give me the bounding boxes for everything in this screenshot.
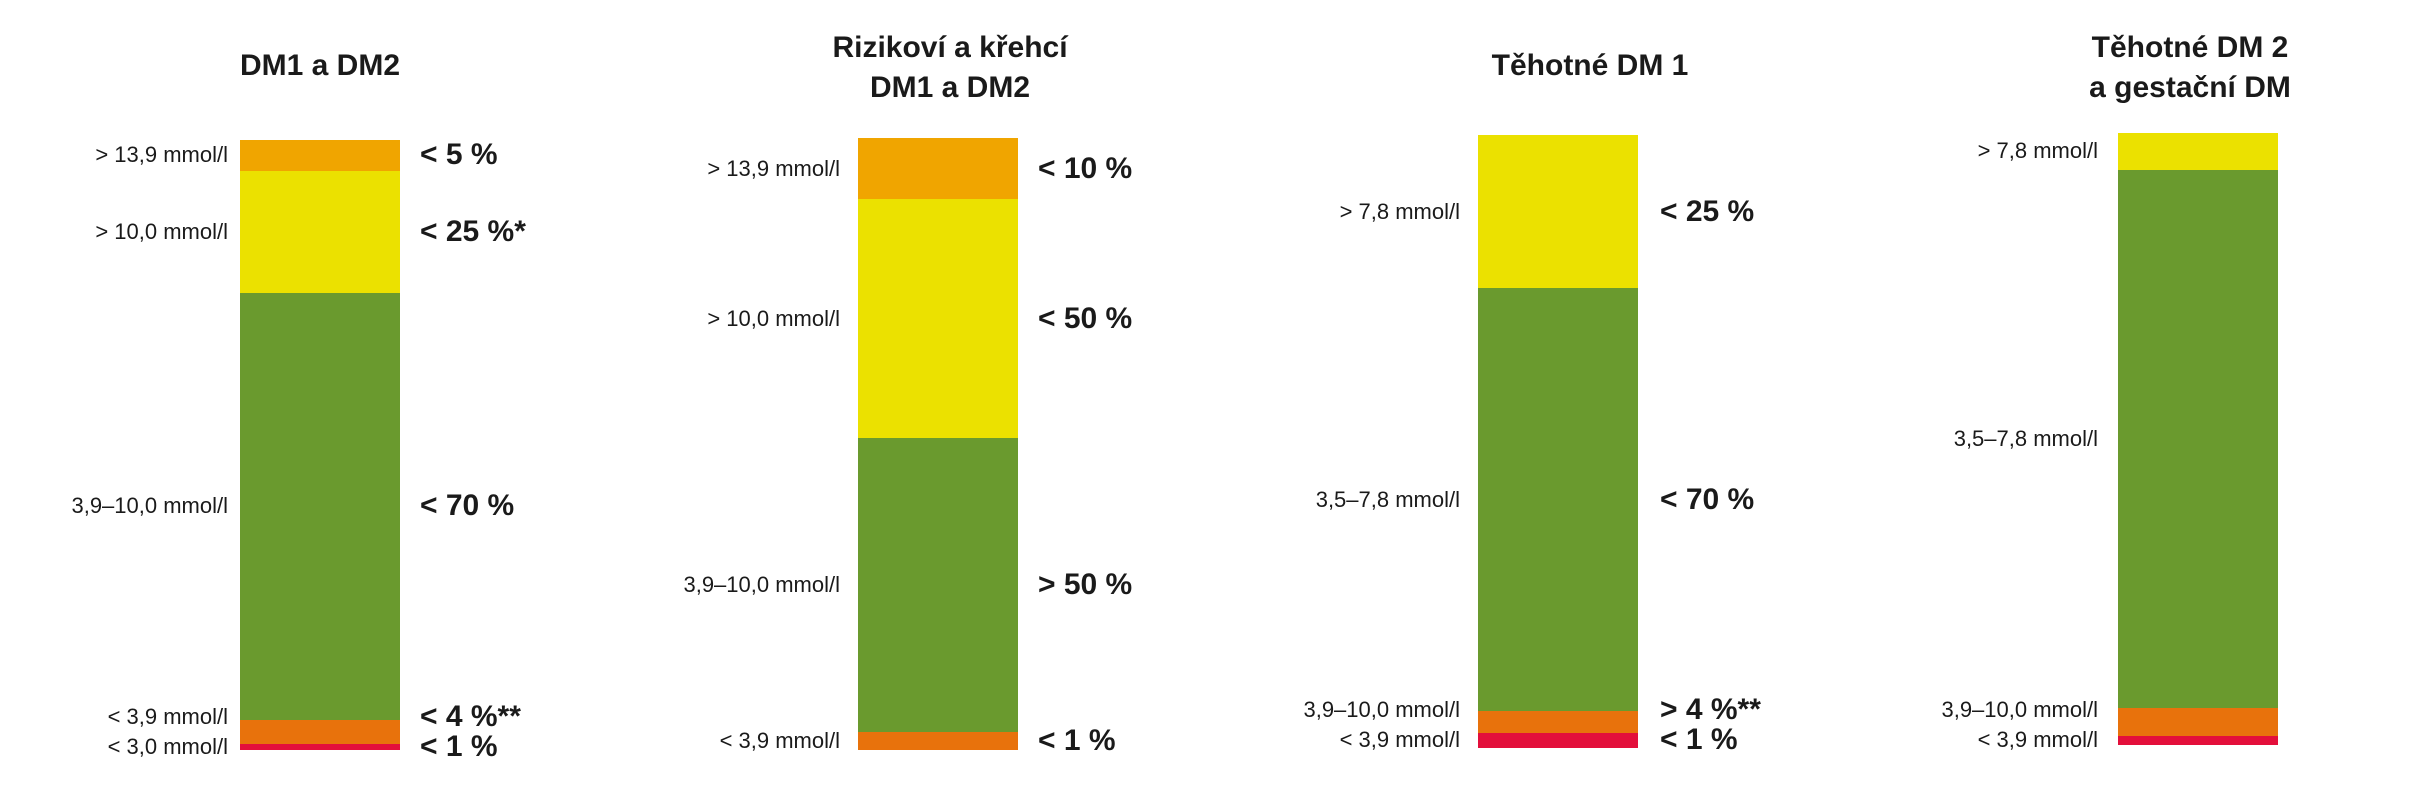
bar-segment-high (240, 170, 400, 293)
bar-segment-low (1478, 711, 1638, 733)
range-label: 3,9–10,0 mmol/l (1303, 697, 1460, 723)
range-label: 3,9–10,0 mmol/l (683, 571, 840, 597)
bar-segment-high (2118, 133, 2278, 170)
range-label: 3,9–10,0 mmol/l (71, 493, 228, 518)
chart-panel-4: Těhotné DM 2 a gestační DM > 7,8 mmol/l 3… (1840, 0, 2413, 800)
target-label: < 10 % (1038, 151, 1133, 185)
stacked-bar (2118, 133, 2278, 745)
range-label: < 3,9 mmol/l (719, 727, 840, 753)
range-label: < 3,0 mmol/l (107, 733, 228, 759)
range-label: < 3,9 mmol/l (1339, 727, 1460, 753)
range-label: 3,9–10,0 mmol/l (1941, 697, 2098, 723)
bar-segment-high (1478, 135, 1638, 289)
target-label: < 1 % (1038, 723, 1116, 757)
range-label: > 13,9 mmol/l (95, 142, 228, 168)
chart-title: Rizikoví a křehcí DM1 a DM2 (832, 31, 1068, 104)
range-label: > 7,8 mmol/l (1339, 198, 1460, 224)
bar-segment-in-range (2118, 169, 2278, 709)
target-label: > 50 % (1038, 567, 1133, 601)
range-label: 3,5–7,8 mmol/l (1953, 426, 2098, 451)
stacked-bar (1478, 135, 1638, 748)
bar-segment-in-range (1478, 288, 1638, 712)
target-label: < 50 % (1038, 301, 1133, 335)
range-label: > 10,0 mmol/l (707, 305, 840, 331)
bar-segment-very-high (858, 138, 1018, 200)
bar-segment-low (2118, 708, 2278, 736)
bar-segment-low (240, 719, 400, 744)
chart-panel-3: Těhotné DM 1 > 7,8 mmol/l < 25 % 3,5–7,8 m… (1220, 0, 1840, 800)
chart-title: Těhotné DM 2 a gestační DM (2089, 31, 2291, 104)
target-label: < 70 % (420, 489, 515, 522)
bar-segment-in-range (240, 292, 400, 720)
range-label: < 3,9 mmol/l (107, 703, 228, 729)
bar-segment-very-low (240, 743, 400, 750)
chart-panel-1: DM1 a DM2 > 13,9 mmol/l < 5 % > 10,0 mmol/… (0, 0, 600, 800)
stacked-bar (240, 140, 400, 750)
chart-panel-2: Rizikoví a křehcí DM1 a DM2 > 13,9 mmol/… (600, 0, 1220, 800)
range-label: > 10,0 mmol/l (95, 218, 228, 244)
bar-segment-low (858, 731, 1018, 750)
target-label: < 70 % (1660, 482, 1755, 516)
target-label: < 4 %** (420, 699, 521, 733)
range-label: 3,5–7,8 mmol/l (1315, 486, 1460, 512)
bar-segment-very-high (240, 140, 400, 171)
bar-segment-very-low (1478, 732, 1638, 748)
stacked-bar (858, 138, 1018, 750)
bar-segment-in-range (858, 437, 1018, 732)
target-label: < 1 % (420, 729, 498, 763)
range-label: > 7,8 mmol/l (1977, 138, 2098, 164)
target-label: < 5 % (420, 138, 498, 172)
bar-segment-very-low (2118, 735, 2278, 745)
range-label: > 13,9 mmol/l (707, 155, 840, 181)
target-label: < 25 %* (420, 214, 526, 248)
target-label: < 1 % (1660, 723, 1738, 757)
target-label: < 25 % (1660, 194, 1755, 228)
range-label: < 3,9 mmol/l (1977, 727, 2098, 753)
bar-segment-high (858, 199, 1018, 438)
target-label: > 4 %** (1660, 693, 1761, 727)
chart-title: Těhotné DM 1 (1491, 49, 1689, 82)
chart-title: DM1 a DM2 (239, 49, 401, 82)
